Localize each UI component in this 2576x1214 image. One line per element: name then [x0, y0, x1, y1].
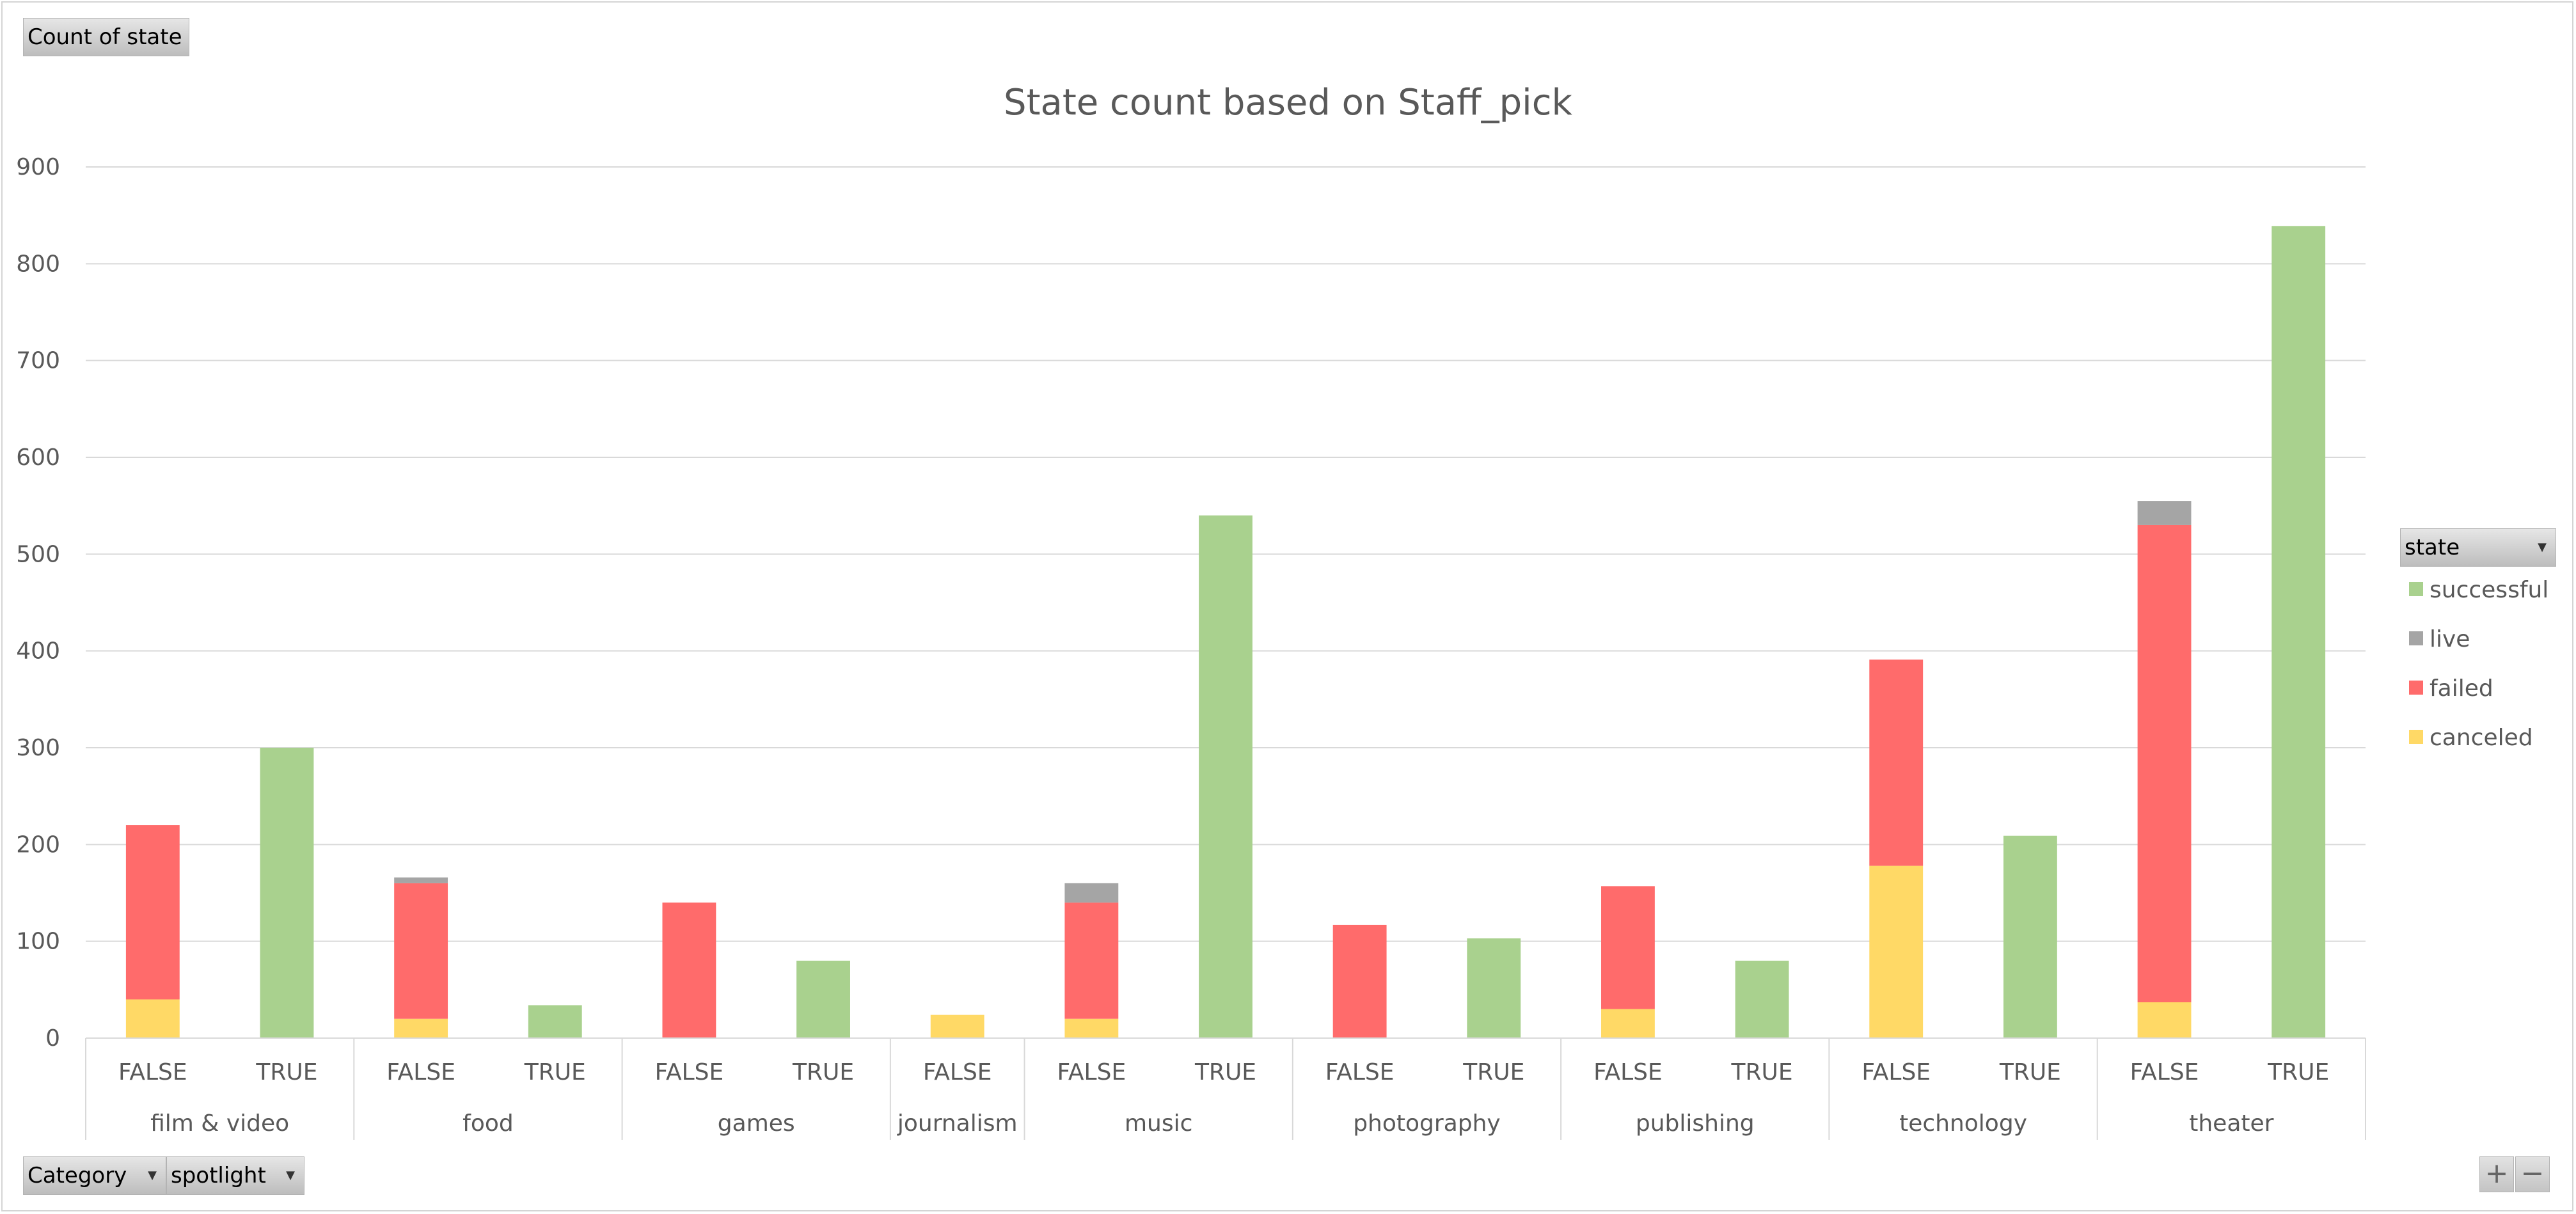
dropdown-arrow-icon: ▼: [286, 1169, 295, 1182]
bar-segment-successful: [2003, 835, 2057, 1038]
bar-segment-failed: [1869, 659, 1924, 866]
value-field-label: Count of state: [28, 24, 182, 50]
x-group-label: games: [718, 1110, 795, 1137]
legend-swatch: [2409, 631, 2423, 645]
legend-swatch: [2409, 730, 2423, 744]
bar-segment-successful: [796, 960, 850, 1038]
x-tick-label: FALSE: [1593, 1059, 1663, 1085]
x-tick-label: FALSE: [923, 1059, 992, 1085]
bar-segment-canceled: [1601, 1009, 1655, 1038]
bar-segment-successful: [1735, 960, 1789, 1038]
legend-label: live: [2430, 626, 2470, 652]
x-tick-label: FALSE: [1861, 1059, 1931, 1085]
legend-item-live: live: [2409, 626, 2470, 658]
x-tick-label: FALSE: [655, 1059, 724, 1085]
bar-segment-failed: [1332, 924, 1387, 1038]
x-group-label: journalism: [897, 1110, 1018, 1137]
x-group-label: music: [1125, 1110, 1192, 1137]
x-tick-label: TRUE: [1731, 1059, 1793, 1085]
bar-segment-failed: [394, 883, 448, 1019]
x-tick-label: TRUE: [2267, 1059, 2329, 1085]
x-tick-label: FALSE: [1057, 1059, 1126, 1085]
chart-title: State count based on Staff_pick: [1004, 82, 1572, 123]
x-tick-label: TRUE: [524, 1059, 586, 1085]
y-tick-label: 600: [16, 445, 60, 471]
bar-segment-live: [2137, 501, 2192, 525]
x-tick-label: FALSE: [118, 1059, 187, 1085]
value-field-button[interactable]: Count of state: [23, 18, 189, 56]
bar-segment-successful: [528, 1005, 582, 1038]
x-tick-label: FALSE: [386, 1059, 455, 1085]
x-tick-label: FALSE: [2130, 1059, 2199, 1085]
x-tick-label: TRUE: [1194, 1059, 1256, 1085]
bar-segment-live: [394, 877, 448, 883]
dropdown-arrow-icon: ▼: [148, 1169, 157, 1182]
legend-label: successful: [2430, 577, 2549, 603]
spotlight-field-label: spotlight: [171, 1163, 266, 1188]
bar-segment-successful: [260, 748, 314, 1038]
x-group-label: theater: [2189, 1110, 2273, 1137]
bar-segment-canceled: [394, 1018, 448, 1038]
bar-segment-successful: [1467, 938, 1521, 1038]
bar-segment-live: [1064, 883, 1119, 903]
x-tick-label: TRUE: [1999, 1059, 2061, 1085]
x-group-label: food: [462, 1110, 514, 1137]
bar-segment-successful: [1199, 515, 1252, 1038]
x-tick-label: TRUE: [792, 1059, 854, 1085]
legend-item-canceled: canceled: [2409, 725, 2533, 757]
y-tick-label: 900: [16, 154, 60, 180]
category-field-button[interactable]: Category ▼: [23, 1156, 166, 1195]
legend-swatch: [2409, 582, 2423, 596]
bar-segment-canceled: [1064, 1018, 1119, 1038]
bar-segment-failed: [1601, 886, 1655, 1009]
x-group-label: photography: [1353, 1110, 1501, 1137]
legend-item-successful: successful: [2409, 577, 2548, 609]
x-tick-label: TRUE: [255, 1059, 317, 1085]
spotlight-field-button[interactable]: spotlight ▼: [166, 1156, 304, 1195]
y-tick-label: 100: [16, 929, 60, 955]
x-tick-label: FALSE: [1325, 1059, 1395, 1085]
legend-label: failed: [2430, 675, 2493, 702]
dropdown-arrow-icon: ▼: [2538, 540, 2547, 554]
y-tick-label: 300: [16, 735, 60, 761]
legend-field-label: state: [2405, 535, 2460, 560]
zoom-in-button[interactable]: +: [2479, 1156, 2514, 1192]
category-field-label: Category: [28, 1163, 127, 1188]
legend-item-failed: failed: [2409, 675, 2493, 707]
x-group-label: film & video: [150, 1110, 289, 1137]
bar-segment-failed: [2137, 524, 2192, 1003]
bar-segment-canceled: [2137, 1002, 2192, 1038]
bar-segment-failed: [1064, 903, 1119, 1019]
bar-segment-canceled: [125, 999, 180, 1038]
bar-segment-canceled: [1869, 865, 1924, 1038]
x-group-label: publishing: [1636, 1110, 1755, 1137]
bar-segment-successful: [2272, 226, 2326, 1038]
legend-label: canceled: [2430, 725, 2533, 751]
legend-field-button[interactable]: state ▼: [2400, 528, 2556, 567]
y-tick-label: 400: [16, 638, 60, 665]
minus-icon: −: [2520, 1157, 2545, 1190]
bar-segment-canceled: [930, 1014, 984, 1038]
y-tick-label: 700: [16, 348, 60, 374]
plus-icon: +: [2485, 1157, 2509, 1190]
y-tick-label: 0: [45, 1025, 60, 1052]
zoom-out-button[interactable]: −: [2515, 1156, 2550, 1192]
legend-swatch: [2409, 681, 2423, 695]
y-tick-label: 200: [16, 832, 60, 858]
bar-segment-failed: [125, 825, 180, 1000]
x-group-label: technology: [1899, 1110, 2027, 1137]
x-tick-label: TRUE: [1462, 1059, 1524, 1085]
y-tick-label: 800: [16, 251, 60, 277]
y-tick-label: 500: [16, 541, 60, 567]
bar-segment-failed: [662, 903, 716, 1038]
